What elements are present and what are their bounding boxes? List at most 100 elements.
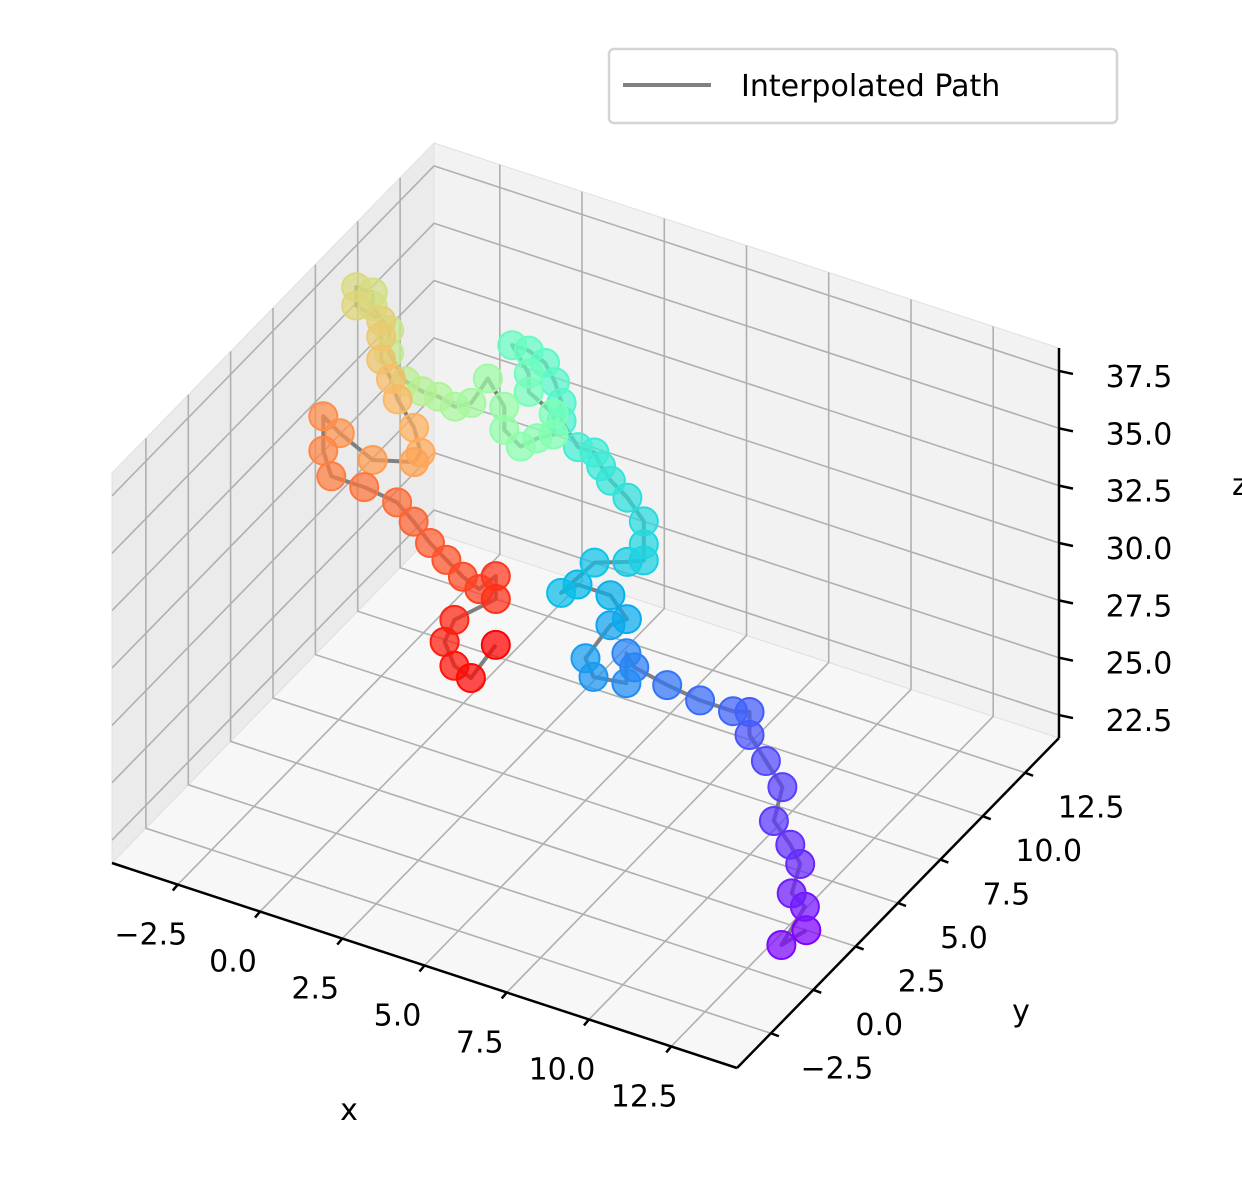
y-tick-label: 2.5 (898, 964, 946, 999)
path-point (349, 472, 380, 503)
path-point (472, 363, 503, 394)
path-point (357, 445, 388, 475)
y-tick (982, 814, 992, 821)
x-tick (500, 991, 508, 1000)
path-point (341, 290, 372, 321)
path-point (775, 829, 806, 860)
tick-label-group: −2.5 0.0 2.5 5.0 7.5 10.0 12.5 −2.5 0.0 2.5 5.0 7.5… (114, 360, 1172, 1114)
z-tick-label: 22.5 (1106, 704, 1173, 739)
path-point (767, 772, 798, 803)
y-tick-label: 5.0 (940, 921, 988, 956)
z-tick (1058, 427, 1074, 433)
grid-line-y (272, 308, 899, 904)
path-point (480, 584, 511, 614)
x-tick (665, 1045, 673, 1054)
z-tick-label: 37.5 (1106, 360, 1173, 395)
y-tick (770, 1032, 780, 1038)
path-point (579, 547, 610, 578)
grid-line-y (399, 177, 1026, 774)
data-layer (308, 272, 822, 960)
grid-group (111, 164, 1060, 1047)
x-tick-label: 0.0 (209, 945, 257, 980)
y-tick (939, 858, 949, 864)
grid-line-x (506, 272, 830, 994)
path-point (497, 330, 528, 361)
path-point (455, 663, 486, 693)
path-point (382, 487, 413, 518)
x-tick-label: 2.5 (291, 972, 339, 1007)
x-tick (418, 964, 426, 973)
legend-label: Interpolated Path (741, 69, 1000, 104)
grid-line-x (588, 299, 912, 1020)
x-tick-label: 12.5 (611, 1079, 678, 1114)
z-tick-label: 30.0 (1106, 532, 1173, 567)
x-tick-label: 7.5 (456, 1025, 504, 1060)
path-point (758, 806, 789, 836)
path-point (718, 696, 748, 727)
grid-line-z (111, 164, 1060, 497)
path-point (595, 580, 626, 611)
grid-line-y (314, 264, 941, 861)
x-tick-label: 5.0 (374, 999, 422, 1034)
path-point (628, 506, 659, 537)
x-axis-label: x (340, 1093, 358, 1128)
z-axis-label: z (1232, 468, 1242, 503)
path-point (611, 638, 642, 669)
path-point (563, 432, 593, 463)
grid-line-y (187, 394, 814, 991)
path-point (611, 604, 642, 635)
path-point (750, 746, 781, 776)
z-tick (1058, 599, 1074, 605)
path-point (685, 685, 716, 716)
path-point (652, 670, 683, 701)
path-point (398, 506, 429, 537)
grid-line-z (111, 337, 1060, 669)
x-tick (583, 1018, 590, 1027)
y-tick-label: 7.5 (983, 878, 1031, 913)
path-point (399, 412, 430, 443)
x-tick (171, 883, 179, 892)
path-point (546, 577, 577, 608)
y-tick (855, 945, 865, 951)
grid-line-y (229, 351, 856, 948)
y-tick-label: −2.5 (800, 1051, 873, 1086)
z-tick-label: 32.5 (1106, 475, 1173, 510)
y-tick-label: 12.5 (1058, 791, 1125, 826)
path-point (308, 435, 339, 466)
grid-line-y (145, 438, 772, 1035)
z-tick (1058, 369, 1074, 376)
grid-line-x (423, 245, 748, 967)
grid-line-z (111, 222, 1060, 554)
path-point (489, 391, 520, 422)
path-point (308, 401, 339, 432)
z-tick-label: 27.5 (1106, 589, 1173, 624)
path-point (766, 930, 797, 960)
path-point (480, 629, 511, 660)
grid-line-y (356, 221, 983, 817)
grid-line-x (177, 164, 501, 886)
pane-group (111, 141, 1060, 1069)
axes-group (111, 348, 1074, 1070)
grid-line-z (111, 279, 1060, 612)
z-tick-label: 35.0 (1106, 417, 1173, 452)
path-point (399, 447, 430, 478)
y-tick-label: 0.0 (855, 1008, 903, 1043)
legend-frame (607, 47, 1119, 125)
z-tick-label: 25.0 (1106, 647, 1173, 682)
z-tick (1058, 713, 1074, 720)
path-point (513, 376, 544, 407)
y-axis-label: y (1012, 994, 1030, 1029)
path-point (570, 643, 601, 674)
x-tick-label: −2.5 (114, 918, 187, 953)
legend: Interpolated Path (607, 47, 1119, 125)
path-point (316, 461, 347, 492)
z-tick (1058, 656, 1074, 662)
z-tick (1058, 541, 1074, 548)
x-tick (254, 910, 261, 919)
grid-line-x (341, 218, 666, 940)
x-tick-label: 10.0 (529, 1052, 596, 1087)
y-tick (1024, 771, 1034, 777)
path-point (776, 878, 807, 909)
grid-line-z (111, 509, 1060, 841)
